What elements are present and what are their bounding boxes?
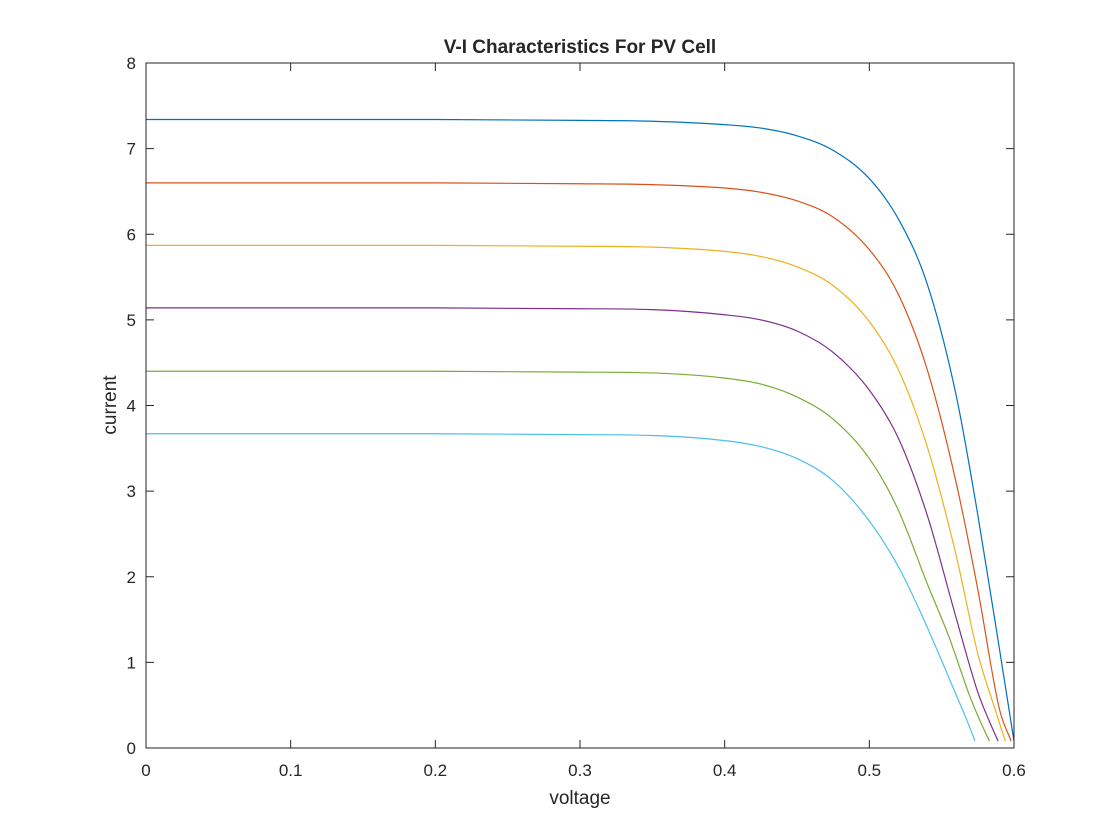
x-tick-label: 0.4 bbox=[713, 761, 737, 780]
x-tick-label: 0.1 bbox=[279, 761, 303, 780]
plot-frame bbox=[145, 62, 1015, 749]
series-line-4 bbox=[146, 307, 999, 742]
y-tick-label: 5 bbox=[127, 311, 136, 330]
series-layer bbox=[145, 118, 1015, 742]
y-tick-label: 3 bbox=[127, 482, 136, 501]
y-tick-label: 6 bbox=[127, 225, 136, 244]
series-line-3 bbox=[146, 244, 1006, 742]
x-tick-label: 0.5 bbox=[858, 761, 882, 780]
x-tick-label: 0.3 bbox=[568, 761, 592, 780]
y-axis-label: current bbox=[100, 375, 121, 435]
chart-title: V-I Characteristics For PV Cell bbox=[444, 37, 716, 58]
x-tick-label: 0.6 bbox=[1002, 761, 1026, 780]
series-line-2 bbox=[146, 182, 1012, 742]
ticks-layer: 0 0.1 0.2 0.3 0.4 0.5 0.6 0 1 2 3 4 5 6 7 8 bbox=[127, 54, 1026, 780]
y-tick-label: 7 bbox=[127, 140, 136, 159]
x-tick-label: 0.2 bbox=[424, 761, 448, 780]
y-tick-label: 2 bbox=[127, 568, 136, 587]
y-tick-label: 0 bbox=[127, 739, 136, 758]
x-axis-label: voltage bbox=[549, 788, 610, 809]
series-line-1 bbox=[145, 118, 1015, 742]
y-tick-label: 1 bbox=[127, 653, 136, 672]
x-tick-label: 0 bbox=[141, 761, 150, 780]
y-tick-label: 4 bbox=[127, 397, 136, 416]
y-tick-label: 8 bbox=[127, 54, 136, 73]
plot-area bbox=[146, 63, 1014, 748]
series-line-6 bbox=[145, 433, 976, 742]
series-line-5 bbox=[145, 370, 990, 742]
